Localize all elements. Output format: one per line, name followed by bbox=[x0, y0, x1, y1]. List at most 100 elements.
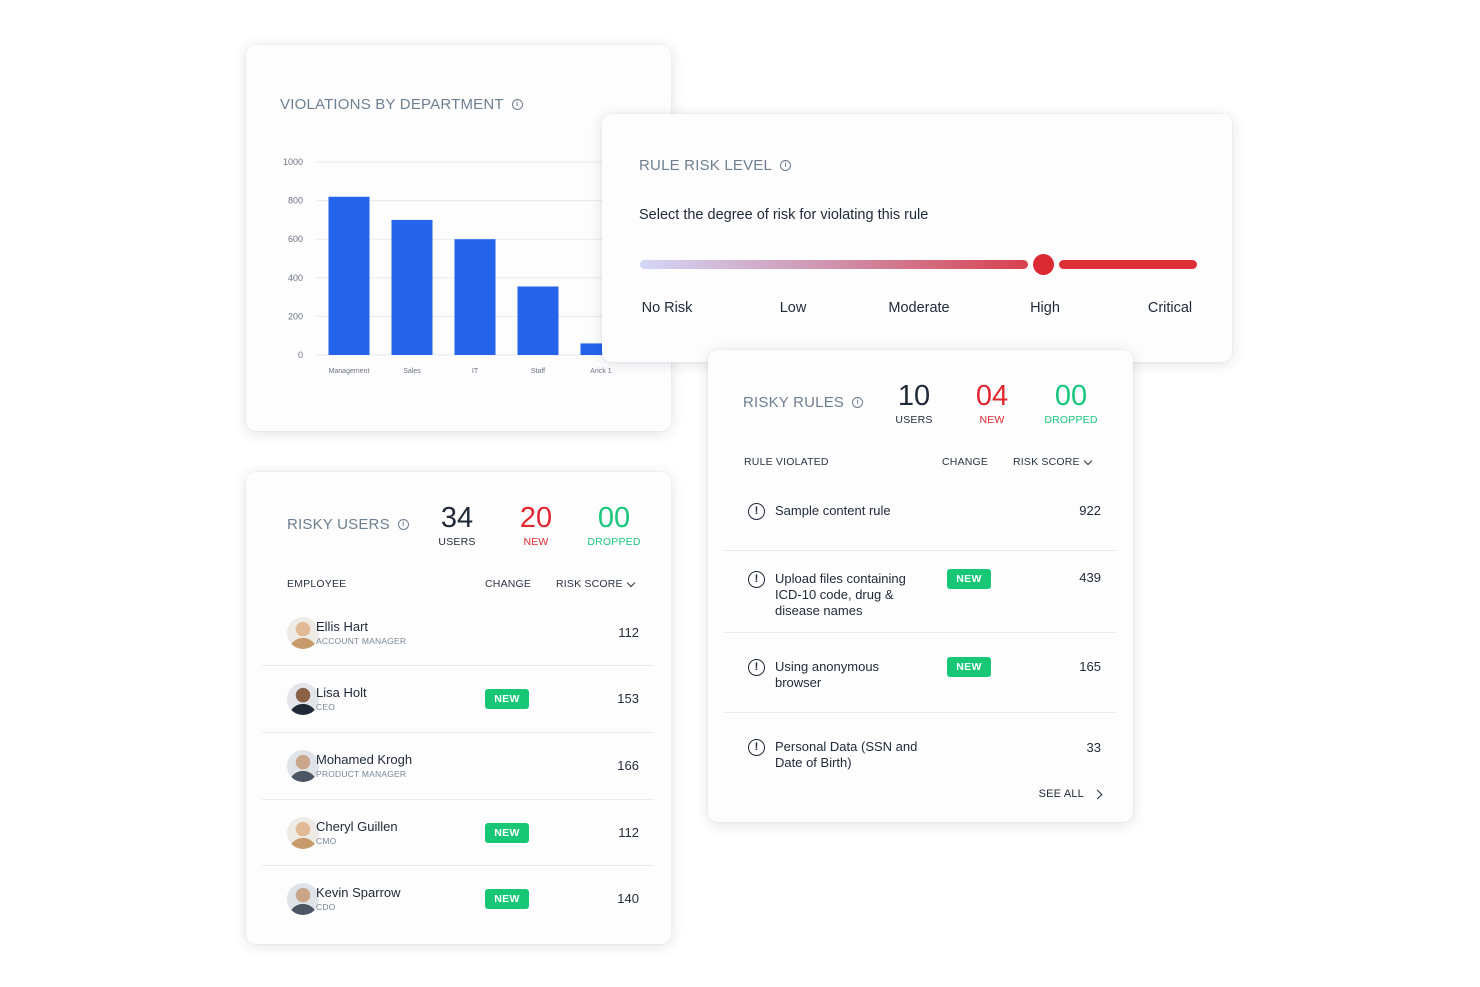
risk-level-moderate[interactable]: Moderate bbox=[888, 300, 950, 316]
rule-risk-title: RULE RISK LEVEL i bbox=[639, 157, 792, 174]
new-badge: NEW bbox=[485, 689, 529, 709]
y-tick-label: 0 bbox=[298, 350, 303, 360]
risky-users-card: RISKY USERS i 34 USERS 20 NEW 00 DROPPED… bbox=[246, 472, 671, 944]
risk-score: 922 bbox=[1079, 503, 1101, 518]
x-tick-label: Staff bbox=[531, 368, 545, 375]
bar[interactable] bbox=[454, 239, 496, 355]
row-divider bbox=[724, 550, 1116, 551]
violations-bar-chart: 0 200 400 600 800 1000 Management Sales IT Staff A… bbox=[283, 157, 622, 375]
row-divider bbox=[262, 665, 654, 666]
y-tick-label: 800 bbox=[288, 196, 303, 206]
rule-risk-prompt: Select the degree of risk for violating … bbox=[639, 207, 929, 223]
x-tick-label: Sales bbox=[403, 368, 421, 375]
stat-users-label: USERS bbox=[438, 536, 476, 548]
y-tick-label: 400 bbox=[288, 273, 303, 283]
new-badge: NEW bbox=[485, 889, 529, 909]
new-badge: NEW bbox=[947, 657, 991, 677]
avatar bbox=[287, 750, 319, 782]
y-tick-label: 200 bbox=[288, 311, 303, 321]
risk-score: 439 bbox=[1079, 570, 1101, 585]
avatar bbox=[287, 817, 319, 849]
see-all-link[interactable]: SEE ALL bbox=[1038, 788, 1103, 800]
stat-new: 20 NEW bbox=[501, 502, 571, 548]
x-tick-label: Management bbox=[329, 368, 370, 375]
column-risk-score-label: RISK SCORE bbox=[556, 578, 623, 590]
exclamation-circle-icon: ! bbox=[748, 503, 765, 520]
risky-users-title-text: RISKY USERS bbox=[287, 516, 390, 533]
risky-rules-title-text: RISKY RULES bbox=[743, 394, 845, 411]
rule-name[interactable]: Using anonymous browser bbox=[775, 659, 880, 690]
column-change: CHANGE bbox=[485, 578, 532, 590]
new-badge: NEW bbox=[485, 823, 529, 843]
risk-slider-track-remaining[interactable] bbox=[1059, 260, 1197, 269]
employee-name[interactable]: Kevin Sparrow bbox=[316, 885, 401, 900]
x-tick-label: IT bbox=[472, 368, 479, 375]
rule-name[interactable]: Sample content rule bbox=[775, 503, 891, 518]
risk-level-low[interactable]: Low bbox=[779, 300, 807, 316]
risk-score: 153 bbox=[617, 691, 639, 706]
exclamation-circle-icon: ! bbox=[748, 571, 765, 588]
stat-dropped-value: 00 bbox=[597, 502, 631, 534]
bar[interactable] bbox=[580, 343, 622, 355]
rule-risk-title-text: RULE RISK LEVEL bbox=[639, 157, 773, 174]
employee-role: PRODUCT MANAGER bbox=[316, 769, 407, 779]
y-tick-label: 1000 bbox=[283, 157, 303, 167]
bar[interactable] bbox=[391, 219, 433, 355]
risk-level-critical[interactable]: Critical bbox=[1147, 300, 1193, 316]
rule-risk-card: RULE RISK LEVEL i Select the degree of r… bbox=[602, 114, 1232, 362]
risk-score: 33 bbox=[1086, 740, 1101, 755]
row-divider bbox=[262, 865, 654, 866]
stat-users: 34 USERS bbox=[422, 502, 492, 548]
risk-score: 165 bbox=[1079, 659, 1101, 674]
employee-name[interactable]: Lisa Holt bbox=[316, 685, 367, 700]
stat-dropped-value: 00 bbox=[1054, 380, 1088, 412]
chevron-down-icon bbox=[1083, 456, 1093, 465]
info-icon[interactable]: i bbox=[397, 519, 409, 530]
risk-score: 112 bbox=[618, 625, 639, 640]
new-badge: NEW bbox=[947, 569, 991, 589]
stat-new-label: NEW bbox=[523, 536, 549, 548]
employee-role: CEO bbox=[316, 702, 336, 712]
stat-users-value: 10 bbox=[897, 380, 931, 412]
employee-role: ACCOUNT MANAGER bbox=[316, 636, 407, 646]
risk-score: 140 bbox=[617, 891, 639, 906]
y-tick-label: 600 bbox=[288, 234, 303, 244]
chevron-down-icon bbox=[626, 578, 636, 587]
risk-score: 166 bbox=[617, 758, 639, 773]
violations-chart-title-text: VIOLATIONS BY DEPARTMENT bbox=[280, 96, 504, 113]
column-rule-violated: RULE VIOLATED bbox=[744, 456, 829, 468]
bar[interactable] bbox=[517, 286, 559, 355]
risk-level-no-risk[interactable]: No Risk bbox=[641, 300, 693, 316]
stat-dropped: 00 DROPPED bbox=[579, 502, 649, 548]
stat-new-value: 04 bbox=[975, 380, 1009, 412]
stat-users-value: 34 bbox=[440, 502, 474, 534]
column-risk-score-sort[interactable]: RISK SCORE bbox=[556, 578, 636, 590]
employee-name[interactable]: Ellis Hart bbox=[316, 619, 369, 634]
stat-users: 10 USERS bbox=[879, 380, 949, 426]
employee-name[interactable]: Cheryl Guillen bbox=[316, 819, 398, 834]
bar[interactable] bbox=[328, 196, 370, 355]
info-icon[interactable]: i bbox=[852, 397, 864, 408]
stat-dropped-label: DROPPED bbox=[587, 536, 641, 548]
column-change: CHANGE bbox=[942, 456, 989, 468]
risk-slider-track[interactable] bbox=[640, 260, 1028, 269]
employee-role: CMO bbox=[316, 836, 337, 846]
avatar bbox=[287, 617, 319, 649]
employee-role: CDO bbox=[316, 902, 336, 912]
stat-users-label: USERS bbox=[895, 414, 933, 426]
info-icon[interactable]: i bbox=[780, 160, 792, 171]
row-divider bbox=[724, 712, 1116, 713]
see-all-label: SEE ALL bbox=[1038, 788, 1084, 800]
rule-name[interactable]: Personal Data (SSN and Date of Birth) bbox=[775, 739, 918, 770]
stat-new: 04 NEW bbox=[957, 380, 1027, 426]
risky-rules-card: RISKY RULES i 10 USERS 04 NEW 00 DROPPED… bbox=[708, 350, 1133, 822]
column-risk-score-sort[interactable]: RISK SCORE bbox=[1013, 456, 1093, 468]
employee-name[interactable]: Mohamed Krogh bbox=[316, 752, 413, 767]
info-icon[interactable]: i bbox=[511, 99, 523, 110]
violations-chart-title: VIOLATIONS BY DEPARTMENT i bbox=[280, 96, 523, 113]
stat-dropped: 00 DROPPED bbox=[1036, 380, 1106, 426]
stat-dropped-label: DROPPED bbox=[1044, 414, 1098, 426]
risk-slider-thumb[interactable] bbox=[1033, 254, 1054, 275]
rule-name[interactable]: Upload files containing ICD-10 code, dru… bbox=[775, 571, 906, 618]
risk-level-high[interactable]: High bbox=[1030, 300, 1060, 316]
